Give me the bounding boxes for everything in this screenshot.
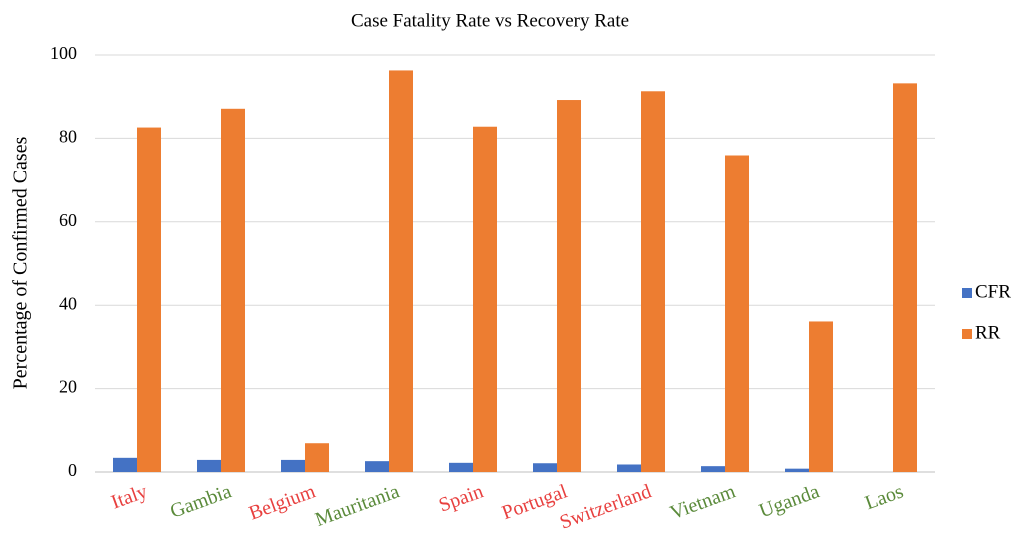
bar (785, 468, 809, 472)
y-tick-label: 100 (50, 43, 77, 63)
bar (893, 83, 917, 472)
legend-swatch (962, 288, 972, 298)
bar (809, 321, 833, 472)
bar (641, 91, 665, 473)
x-tick-label: Laos (862, 480, 906, 514)
bar (701, 466, 725, 472)
bar (281, 459, 305, 472)
legend-label: CFR (975, 281, 1011, 302)
x-tick-label: Gambia (167, 480, 234, 522)
bar (221, 108, 245, 472)
bar (305, 443, 329, 472)
bar (113, 457, 137, 472)
bar (725, 155, 749, 472)
x-tick-label: Italy (108, 480, 150, 513)
y-tick-label: 80 (59, 127, 77, 147)
bar (533, 463, 557, 472)
x-tick-label: Belgium (246, 480, 319, 524)
bar (617, 464, 641, 472)
x-tick-label: Switzerland (557, 480, 654, 533)
chart-title: Case Fatality Rate vs Recovery Rate (351, 10, 629, 31)
x-tick-label: Mauritania (312, 480, 402, 531)
bar (449, 462, 473, 472)
y-tick-label: 20 (59, 377, 77, 397)
bar (137, 127, 161, 473)
x-tick-label: Vietnam (667, 480, 739, 524)
bar (197, 459, 221, 472)
bar (389, 70, 413, 472)
legend-swatch (962, 329, 972, 339)
bar (473, 126, 497, 472)
bar (557, 100, 581, 472)
y-tick-label: 0 (68, 460, 77, 480)
y-axis-title: Percentage of Confirmed Cases (10, 136, 32, 389)
bar (365, 461, 389, 472)
legend-label: RR (975, 322, 1001, 343)
x-tick-label: Spain (436, 480, 486, 516)
x-tick-label: Uganda (756, 480, 822, 522)
y-tick-label: 40 (59, 293, 77, 313)
y-tick-label: 60 (59, 210, 77, 230)
